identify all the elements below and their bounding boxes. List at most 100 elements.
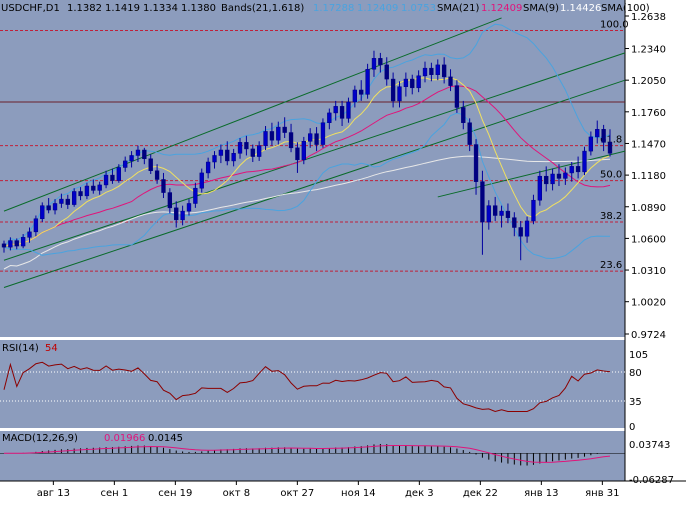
candle-body-41 bbox=[263, 131, 268, 146]
candle-body-74 bbox=[473, 144, 479, 182]
time-tick-6: дек 3 bbox=[405, 488, 434, 499]
sma9-line bbox=[3, 77, 611, 248]
price-tick-4: 1.1470 bbox=[631, 139, 666, 150]
candle-body-88 bbox=[563, 172, 568, 179]
candle-body-45 bbox=[288, 132, 294, 149]
candle-body-47 bbox=[301, 141, 306, 161]
candle-body-5 bbox=[33, 218, 39, 233]
candle-body-93 bbox=[595, 129, 600, 138]
fib-label-23.6: 23.6 bbox=[600, 260, 622, 271]
candle-body-9 bbox=[59, 198, 64, 204]
price-tick-7: 1.0600 bbox=[631, 234, 666, 245]
candle-body-86 bbox=[550, 173, 555, 185]
candle-body-7 bbox=[46, 205, 51, 211]
candle-body-51 bbox=[327, 112, 332, 123]
price-tick-10: 0.9724 bbox=[631, 330, 666, 341]
sma21-line bbox=[3, 85, 611, 248]
candle-body-68 bbox=[435, 64, 440, 75]
candle-body-58 bbox=[371, 58, 377, 70]
candle-body-46 bbox=[295, 147, 300, 161]
ohlc-high: 1.1419 bbox=[105, 3, 140, 14]
candle-body-23 bbox=[148, 158, 153, 171]
candle-body-44 bbox=[282, 126, 287, 133]
candle-body-20 bbox=[129, 155, 134, 162]
price-tick-1: 1.2340 bbox=[631, 45, 666, 56]
candlestick-series bbox=[1, 50, 613, 261]
candle-body-89 bbox=[569, 166, 574, 174]
candle-body-66 bbox=[422, 67, 428, 77]
candle-body-70 bbox=[448, 76, 453, 86]
candle-body-55 bbox=[352, 89, 358, 103]
candle-body-62 bbox=[397, 86, 402, 102]
candle-body-12 bbox=[78, 191, 83, 197]
fib-label-61.8: 61.8 bbox=[600, 135, 622, 146]
candle-body-56 bbox=[359, 89, 364, 95]
candle-body-19 bbox=[123, 160, 128, 168]
candle-body-36 bbox=[231, 153, 236, 162]
time-tick-3: окт 8 bbox=[223, 488, 251, 499]
rsi-tick-105: 105 bbox=[629, 350, 648, 361]
price-axis: 1.2638 1.2340 1.2050 1.1760 1.1470 1.1180 1.08… bbox=[625, 12, 666, 341]
rsi-tick-0: 0 bbox=[629, 422, 635, 433]
candle-body-35 bbox=[225, 149, 230, 162]
ohlc-close: 1.1380 bbox=[181, 3, 216, 14]
candle-body-42 bbox=[269, 131, 275, 141]
bollinger-upper-line bbox=[3, 23, 611, 248]
candle-body-78 bbox=[499, 210, 504, 216]
time-tick-5: ноя 14 bbox=[341, 488, 376, 499]
candle-body-15 bbox=[97, 184, 102, 191]
macd-axis: 0.03743 -0.06287 bbox=[629, 440, 674, 486]
main-price-panel[interactable] bbox=[0, 0, 625, 337]
sma9-label: SMA(9) bbox=[523, 3, 559, 14]
candle-body-16 bbox=[103, 174, 109, 186]
candle-body-39 bbox=[250, 148, 255, 157]
rsi-tick-35: 35 bbox=[629, 397, 642, 408]
indicator-curves bbox=[3, 23, 611, 270]
bands-upper-value: 1.17288 bbox=[313, 3, 354, 14]
candle-body-49 bbox=[314, 133, 319, 145]
bands-middle-value: 1.12409 bbox=[357, 3, 398, 14]
price-tick-0: 1.2638 bbox=[631, 12, 666, 23]
candle-body-90 bbox=[575, 166, 581, 173]
rsi-panel[interactable] bbox=[0, 340, 625, 428]
rsi-label: RSI(14) bbox=[2, 343, 39, 354]
time-tick-2: сен 19 bbox=[158, 488, 192, 499]
candle-body-2 bbox=[14, 240, 19, 247]
channel-line-2 bbox=[3, 52, 626, 261]
price-tick-8: 1.0310 bbox=[631, 266, 666, 277]
time-axis: авг 13 сен 1 сен 19 окт 8 окт 27 ноя 14 дек 3 д… bbox=[37, 481, 620, 499]
price-tick-5: 1.1180 bbox=[631, 171, 666, 182]
candle-body-87 bbox=[556, 173, 562, 179]
ohlc-low: 1.1334 bbox=[143, 3, 178, 14]
rsi-tick-80: 80 bbox=[629, 368, 642, 379]
candle-body-31 bbox=[199, 172, 204, 189]
sma21-value: 1.12409 bbox=[481, 3, 522, 14]
candle-body-17 bbox=[110, 174, 115, 181]
price-tick-2: 1.2050 bbox=[631, 76, 666, 87]
candle-body-3 bbox=[20, 237, 26, 247]
candle-body-37 bbox=[237, 142, 243, 154]
macd-main-value: 0.01966 bbox=[104, 433, 145, 444]
candle-body-95 bbox=[607, 142, 613, 154]
candle-body-53 bbox=[339, 106, 345, 119]
candle-body-34 bbox=[218, 149, 224, 156]
sma9-value: 1.14426 bbox=[560, 3, 601, 14]
candle-body-77 bbox=[493, 205, 498, 216]
candle-body-52 bbox=[333, 106, 338, 114]
candle-body-28 bbox=[180, 210, 185, 221]
macd-panel[interactable] bbox=[0, 431, 625, 481]
candle-body-79 bbox=[505, 210, 511, 218]
candle-body-38 bbox=[244, 142, 249, 150]
macd-label: MACD(12,26,9) bbox=[2, 433, 78, 444]
price-tick-6: 1.0890 bbox=[631, 203, 666, 214]
macd-header: MACD(12,26,9) 0.01966 0.0145 bbox=[2, 433, 183, 444]
candle-body-26 bbox=[167, 192, 173, 209]
candle-body-67 bbox=[429, 67, 434, 75]
sma100-line bbox=[3, 155, 611, 270]
fib-label-38.2: 38.2 bbox=[600, 211, 622, 222]
candle-body-91 bbox=[582, 150, 587, 173]
candle-body-73 bbox=[467, 122, 472, 145]
candle-body-83 bbox=[531, 199, 536, 222]
candle-body-64 bbox=[410, 78, 415, 89]
sma21-label: SMA(21) bbox=[437, 3, 479, 14]
